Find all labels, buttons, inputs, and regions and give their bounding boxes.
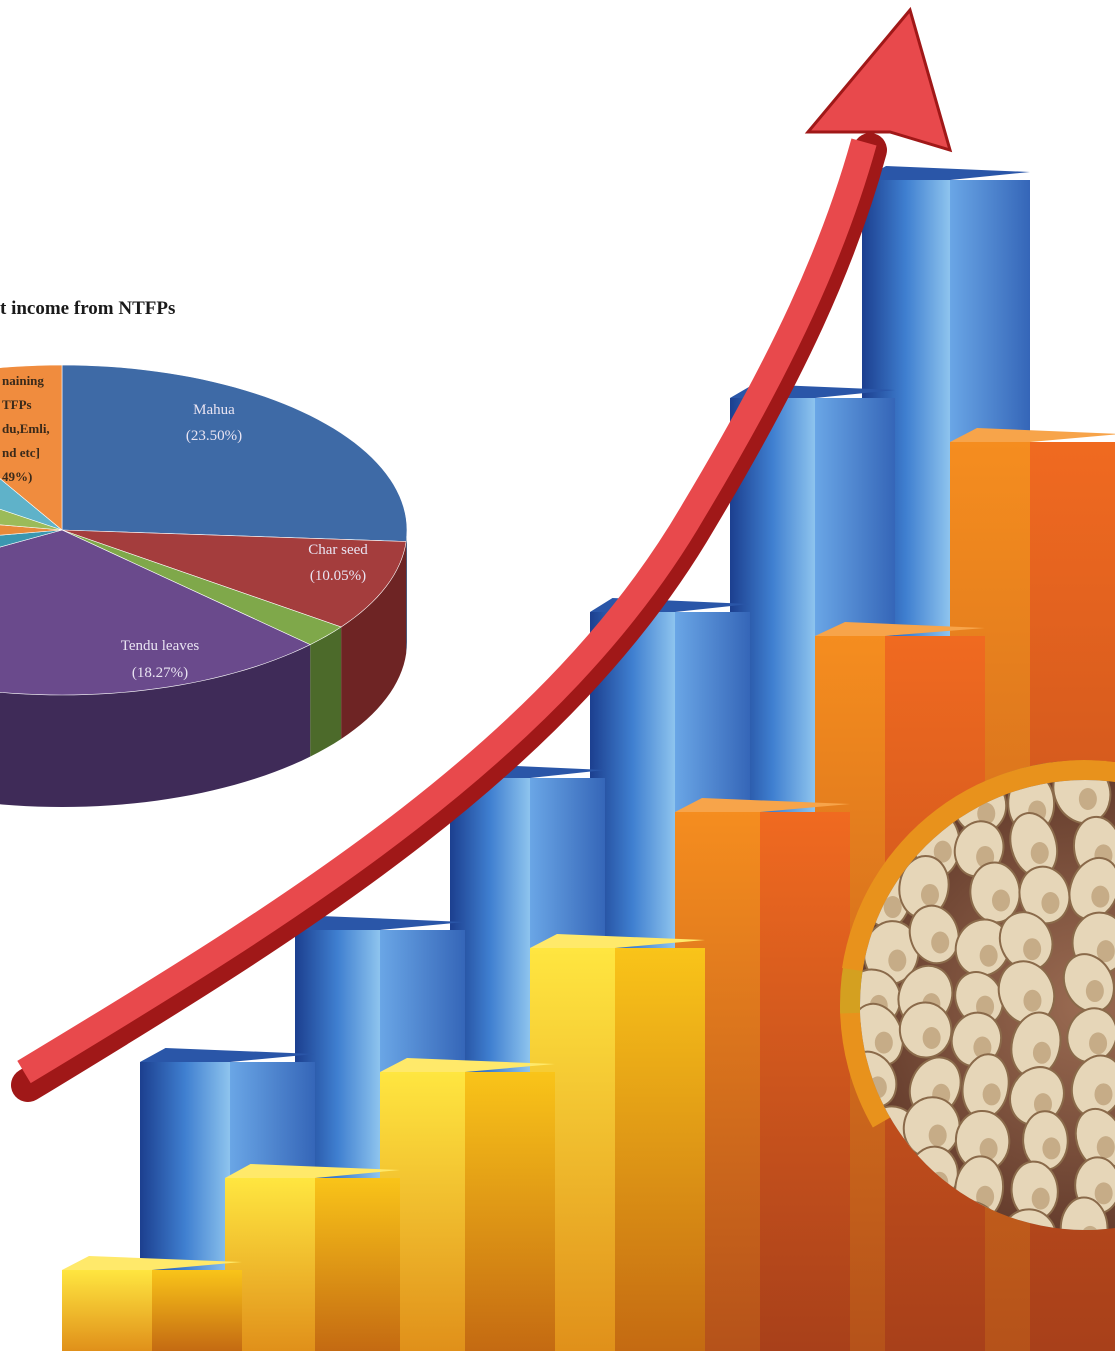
nut-shade: [1041, 892, 1060, 915]
bar-top: [295, 916, 465, 930]
nut-shade: [1023, 989, 1042, 1012]
nut-shade: [1094, 1182, 1113, 1205]
pie-side: [0, 644, 311, 807]
pie-share: (18.27%): [132, 665, 188, 681]
nut-shade: [874, 1031, 893, 1054]
remaining-label-line: TFPs: [2, 397, 32, 412]
nut-shade: [1031, 1187, 1050, 1210]
bar-side: [465, 1072, 555, 1351]
nut-shade: [973, 1036, 992, 1059]
nut-shade: [1033, 1093, 1052, 1116]
growth-arrow: [11, 6, 953, 1102]
remaining-label-line: 49%): [2, 469, 32, 484]
nut-shade: [992, 889, 1011, 912]
pie-slice: [0, 524, 63, 536]
bar-front: [62, 1270, 152, 1351]
remaining-label-line: nd etc]: [2, 445, 40, 460]
nut-shade: [922, 1027, 941, 1050]
nut-shade: [1032, 1041, 1051, 1064]
pie-label: Tendu leaves: [121, 638, 200, 654]
nut-shade: [977, 802, 996, 825]
nut-shade: [1023, 938, 1042, 961]
pie-slice: [0, 529, 63, 548]
nut-shade: [931, 931, 950, 954]
remaining-label: naining TFPs du,Emli, nd etc] 49%): [2, 373, 50, 484]
pie-side: [406, 530, 407, 654]
arrow-head: [804, 6, 953, 153]
pie-title: t income from NTFPs: [0, 298, 175, 319]
bar-side: [315, 1178, 400, 1351]
nut-shade: [1089, 1032, 1108, 1055]
pie-slice: [61, 529, 407, 628]
nut-shade: [920, 883, 939, 906]
nut-shade: [1030, 842, 1049, 865]
bar-top: [950, 428, 1115, 442]
pie-slice: [61, 364, 408, 542]
bar-side: [760, 812, 850, 1351]
nut-shade: [1096, 1136, 1115, 1159]
nut-shade: [976, 1185, 995, 1208]
pie-chart-graphic: [0, 364, 408, 807]
nut-shade: [979, 1138, 998, 1161]
bar-top: [815, 622, 985, 636]
pie-share: (23.50%): [186, 428, 242, 444]
pie-slice: [0, 364, 63, 531]
pie-slice: [0, 529, 311, 696]
pie-slice: [0, 508, 63, 531]
nut-shade: [888, 949, 907, 972]
pie-side: [341, 541, 407, 739]
nut-shade: [1091, 885, 1110, 908]
arrow-shaft: [17, 138, 877, 1084]
pie-label: Char seed: [308, 542, 368, 558]
nut-shade: [1042, 1137, 1061, 1160]
nut-shade: [1078, 788, 1097, 811]
nut-shade: [1096, 940, 1115, 963]
bar-side: [615, 948, 705, 1351]
nut-shade: [1085, 980, 1104, 1003]
bar-top: [62, 1256, 242, 1270]
pie-label: Mahua: [193, 402, 235, 418]
bar-top: [380, 1058, 555, 1072]
nut-shade: [933, 840, 952, 863]
nut-shade: [883, 896, 902, 919]
decorative-bars: [62, 166, 1115, 1351]
bar-top: [140, 1048, 315, 1062]
nut-shade: [982, 1083, 1001, 1106]
nut-shade: [979, 944, 998, 967]
bar-side: [152, 1270, 242, 1351]
remaining-label-line: du,Emli,: [2, 421, 50, 436]
remaining-label-line: naining: [2, 373, 44, 388]
pie-side: [310, 626, 342, 757]
bar-top: [225, 1164, 400, 1178]
pie-share: (10.05%): [310, 568, 366, 584]
bar-top: [675, 798, 850, 812]
bar-top: [862, 166, 1030, 180]
nut-shade: [928, 1124, 947, 1147]
bar-top: [530, 934, 705, 948]
nut-shade: [1094, 1083, 1113, 1106]
